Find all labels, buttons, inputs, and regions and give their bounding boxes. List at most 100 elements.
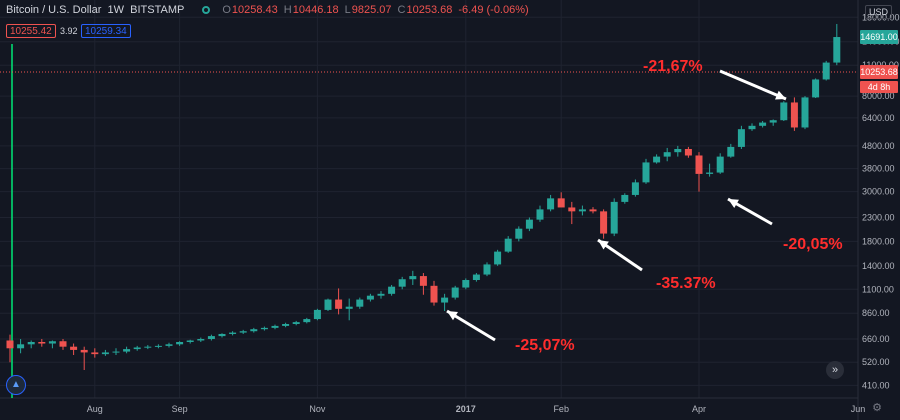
candle-body [515,228,523,239]
candle-body [833,37,841,63]
y-tick-label: 4800.00 [862,141,895,151]
x-tick-label: Jun [851,404,866,414]
candle-body [48,341,56,344]
gear-icon[interactable]: ⚙ [872,402,882,414]
candle-body [377,293,385,296]
candle-body [144,346,152,348]
candle-body [366,295,374,300]
y-tick-label: 1100.00 [862,284,894,294]
y-tick-label: 660.00 [862,334,890,344]
candle-body [801,97,809,128]
cloud-logo-icon[interactable]: ▲ [6,375,26,395]
candle-body [250,329,258,332]
annotation-label: -25,07% [515,337,575,354]
low-value: 9825.07 [351,4,392,16]
y-tick-label: 6400.00 [862,113,895,123]
price-tag-label: 10253.68 [860,67,898,77]
double-chevron-right-icon[interactable]: » [826,361,844,379]
candle-body [684,148,692,156]
price-tag [860,65,898,80]
low-label: L [344,4,351,16]
change-value: -6.49 (-0.06%) [458,4,529,16]
price-tag-label: 14691.00 [860,32,898,42]
buy-button[interactable]: 10259.34 [81,24,131,38]
price-tag [860,30,898,45]
candle-body [695,155,703,174]
candle-body [324,299,332,310]
open-label: O [222,4,231,16]
high-label: H [283,4,292,16]
symbol-title[interactable]: Bitcoin / U.S. Dollar 1W BITSTAMP [6,4,185,16]
candle-body [451,287,459,298]
candle-body [91,352,99,355]
candle-body [557,198,565,208]
candle-body [621,194,629,202]
candle-body [133,347,141,350]
candle-body [780,102,788,121]
annotation-label: -20,05% [783,236,843,253]
candle-body [748,125,756,130]
candle-body [398,279,406,287]
x-tick-label: Feb [553,404,569,414]
currency-button[interactable]: USD [864,5,892,19]
candle-body [165,344,173,346]
candle-body [822,62,830,80]
candle-body [674,148,682,153]
countdown-tag [860,81,898,94]
candle-body [345,306,353,309]
open-value: 10258.43 [231,4,278,16]
candle-body [483,264,491,275]
candle-body [6,340,14,349]
candle-body [494,251,502,265]
candle-body [663,152,671,157]
candle-body [59,341,67,347]
candle-body [112,351,120,353]
candle-body [239,331,247,333]
y-tick-label: 18000.00 [862,12,900,22]
candle-body [27,342,35,345]
candle-body [578,209,586,212]
candle-body [282,324,290,326]
y-tick-label: 1800.00 [862,236,895,246]
candle-body [504,238,512,252]
candle-body [525,219,533,229]
candle-body [154,345,162,347]
y-tick-label: 3800.00 [862,164,895,174]
sell-button[interactable]: 10255.42 [6,24,56,38]
candle-body [335,299,343,309]
candle-body [653,156,661,163]
candle-body [419,276,427,286]
candle-body [313,309,321,320]
candle-body [176,342,184,345]
candle-body [441,297,449,303]
countdown-label: 4d 8h [868,82,891,92]
candle-body [101,352,109,355]
spread-value: 3.92 [60,26,78,36]
y-tick-label: 520.00 [862,357,890,367]
high-value: 10446.18 [292,4,339,16]
candle-body [737,129,745,147]
x-tick-label: Sep [172,404,188,414]
candle-body [536,209,544,220]
candle-body [303,319,311,323]
close-label: C [397,4,406,16]
x-tick-label: Apr [692,404,706,414]
candle-body [642,162,650,183]
candle-body [123,349,131,352]
candle-body [218,333,226,337]
candle-body [197,339,205,341]
candle-body [409,276,417,280]
candle-body [716,156,724,173]
x-tick-label: 2017 [456,404,476,414]
y-tick-label: 2300.00 [862,213,895,223]
candle-body [547,198,555,210]
candle-body [790,102,798,128]
candle-body [759,122,767,126]
candle-body [610,201,618,234]
candle-body [70,346,78,350]
y-tick-label: 860.00 [862,308,890,318]
candle-body [260,327,268,330]
candle-body [38,342,46,344]
annotation-label: -35.37% [656,275,716,292]
